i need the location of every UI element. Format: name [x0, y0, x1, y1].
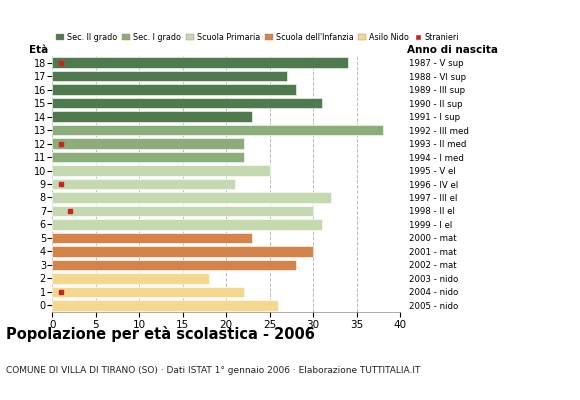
Bar	[52, 152, 244, 162]
Bar	[52, 84, 296, 95]
Bar	[52, 71, 287, 82]
Bar	[52, 125, 383, 135]
Bar	[52, 273, 209, 284]
Bar	[52, 219, 322, 230]
Text: Anno di nascita: Anno di nascita	[407, 46, 498, 56]
Bar	[52, 179, 235, 189]
Bar	[52, 206, 313, 216]
Text: Popolazione per età scolastica - 2006: Popolazione per età scolastica - 2006	[6, 326, 315, 342]
Bar	[52, 300, 278, 310]
Bar	[52, 233, 252, 243]
Bar	[52, 192, 331, 203]
Bar	[52, 111, 252, 122]
Bar	[52, 58, 348, 68]
Bar	[52, 246, 313, 257]
Bar	[52, 286, 244, 297]
Text: COMUNE DI VILLA DI TIRANO (SO) · Dati ISTAT 1° gennaio 2006 · Elaborazione TUTTI: COMUNE DI VILLA DI TIRANO (SO) · Dati IS…	[6, 366, 420, 375]
Legend: Sec. II grado, Sec. I grado, Scuola Primaria, Scuola dell'Infanzia, Asilo Nido, : Sec. II grado, Sec. I grado, Scuola Prim…	[56, 33, 459, 42]
Text: Età: Età	[30, 46, 49, 56]
Bar	[52, 260, 296, 270]
Bar	[52, 138, 244, 149]
Bar	[52, 98, 322, 108]
Bar	[52, 165, 270, 176]
